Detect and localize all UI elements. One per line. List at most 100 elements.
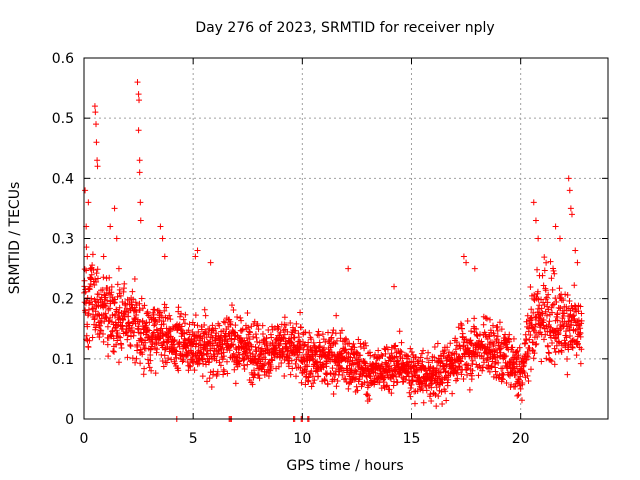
data-point	[258, 345, 265, 352]
data-point	[460, 376, 467, 383]
data-point	[544, 343, 551, 350]
data-point	[85, 300, 92, 307]
data-point	[546, 350, 553, 357]
data-point	[405, 353, 412, 360]
data-point	[352, 375, 359, 382]
data-point	[469, 357, 476, 364]
data-point	[254, 338, 261, 345]
data-point	[454, 369, 461, 376]
data-point	[498, 326, 505, 333]
data-point	[442, 367, 449, 374]
data-point	[157, 309, 164, 316]
data-point	[104, 323, 111, 330]
data-point	[394, 357, 401, 364]
data-point	[315, 373, 322, 380]
data-point	[99, 286, 106, 293]
data-point	[510, 365, 517, 372]
data-point	[86, 337, 93, 344]
data-point	[571, 315, 578, 322]
data-point	[404, 370, 411, 377]
data-point	[152, 370, 159, 377]
data-point	[379, 361, 386, 368]
data-point	[116, 286, 123, 293]
data-point	[141, 365, 148, 372]
data-point	[111, 299, 118, 306]
data-point	[90, 305, 97, 312]
data-point	[483, 315, 490, 322]
data-point	[141, 302, 148, 309]
data-point	[117, 292, 124, 299]
data-point	[537, 315, 544, 322]
data-point	[199, 373, 206, 380]
data-point	[444, 382, 451, 389]
data-point	[301, 342, 308, 349]
data-point	[234, 332, 241, 339]
data-point	[522, 340, 529, 347]
data-point	[503, 380, 510, 387]
data-point	[182, 320, 189, 327]
data-point	[512, 383, 519, 390]
data-point	[276, 342, 283, 349]
data-point	[306, 371, 313, 378]
data-point	[132, 359, 139, 366]
data-point	[95, 291, 102, 298]
data-point	[91, 103, 98, 110]
data-point	[424, 355, 431, 362]
data-point	[288, 357, 295, 364]
data-point	[97, 327, 104, 334]
data-point	[156, 335, 163, 342]
data-point	[263, 335, 270, 342]
data-point	[336, 368, 343, 375]
data-point	[454, 375, 461, 382]
data-point	[530, 309, 537, 316]
data-point	[561, 310, 568, 317]
data-point	[516, 377, 523, 384]
data-point	[524, 372, 531, 379]
data-point	[256, 339, 263, 346]
data-point	[228, 302, 235, 309]
data-point	[453, 350, 460, 357]
data-point	[569, 344, 576, 351]
data-point	[230, 341, 237, 348]
data-point	[535, 330, 542, 337]
data-point	[319, 331, 326, 338]
data-point	[547, 258, 554, 265]
data-point	[163, 304, 170, 311]
data-point	[144, 308, 151, 315]
data-point	[114, 330, 121, 337]
y-tick-label: 0	[65, 412, 74, 428]
data-point	[438, 388, 445, 395]
data-point	[115, 309, 122, 316]
data-point	[122, 301, 129, 308]
data-point	[214, 368, 221, 375]
data-point	[81, 266, 88, 273]
data-point	[300, 355, 307, 362]
data-point	[186, 362, 193, 369]
data-point	[534, 333, 541, 340]
data-point	[89, 305, 96, 312]
data-point	[187, 363, 194, 370]
data-point	[222, 319, 229, 326]
data-point	[292, 373, 299, 380]
data-point	[478, 338, 485, 345]
data-point	[182, 311, 189, 318]
data-point	[525, 377, 532, 384]
data-point	[287, 371, 294, 378]
data-point	[234, 314, 241, 321]
data-point	[516, 344, 523, 351]
data-point	[489, 322, 496, 329]
data-point	[517, 385, 524, 392]
data-point	[246, 336, 253, 343]
data-point	[573, 352, 580, 359]
data-point	[383, 360, 390, 367]
data-point	[209, 322, 216, 329]
data-point	[449, 390, 456, 397]
data-point	[560, 297, 567, 304]
data-point	[194, 247, 201, 254]
data-point	[94, 266, 101, 273]
data-point	[139, 351, 146, 358]
data-point	[90, 266, 97, 273]
data-point	[85, 344, 92, 351]
data-point	[431, 354, 438, 361]
data-point	[353, 359, 360, 366]
